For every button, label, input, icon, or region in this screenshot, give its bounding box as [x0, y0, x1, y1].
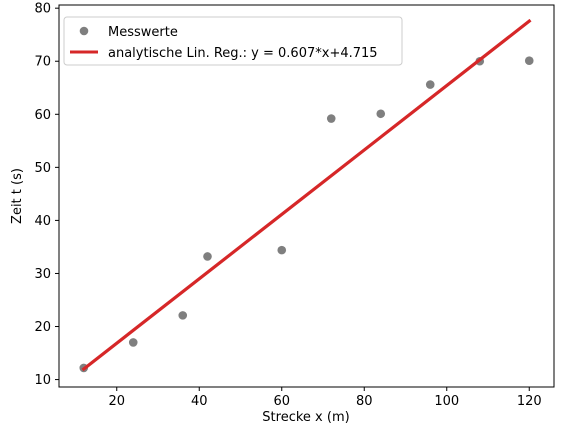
legend-marker-scatter	[79, 26, 89, 36]
data-point	[128, 338, 138, 347]
y-tick-label: 20	[34, 320, 51, 335]
x-tick-label: 80	[356, 394, 373, 409]
plot-area	[79, 18, 534, 373]
data-point	[425, 80, 435, 89]
x-axis-ticks: 20 40 60 80 100 120	[108, 387, 542, 409]
axes-frame	[58, 4, 555, 388]
x-tick-label: 120	[517, 394, 542, 409]
y-tick-label: 30	[34, 267, 51, 282]
data-point	[326, 114, 336, 123]
legend: Messwerte analytische Lin. Reg.: y = 0.6…	[63, 16, 403, 66]
x-tick-label: 20	[108, 394, 125, 409]
data-point	[178, 311, 188, 320]
y-tick-label: 10	[34, 373, 51, 388]
legend-box	[63, 16, 403, 66]
y-axis-label: Zeit t (s)	[10, 168, 25, 224]
data-point	[277, 245, 287, 255]
data-point	[524, 56, 534, 66]
y-tick-label: 40	[34, 214, 51, 229]
x-tick-label: 100	[434, 394, 459, 409]
x-tick-label: 60	[273, 394, 290, 409]
y-tick-label: 60	[34, 108, 51, 123]
data-point	[203, 252, 212, 261]
y-tick-label: 80	[34, 2, 51, 17]
x-axis-label: Strecke x (m)	[262, 410, 349, 425]
regression-line	[81, 18, 532, 372]
legend-label-line: analytische Lin. Reg.: y = 0.607*x+4.715	[108, 46, 378, 61]
y-axis-ticks: 10 20 30 40 50 60 70 80	[34, 2, 59, 388]
y-tick-label: 50	[34, 161, 51, 176]
y-tick-label: 70	[34, 55, 51, 70]
x-tick-label: 40	[191, 394, 208, 409]
data-point	[376, 109, 386, 119]
legend-label-scatter: Messwerte	[108, 25, 178, 40]
